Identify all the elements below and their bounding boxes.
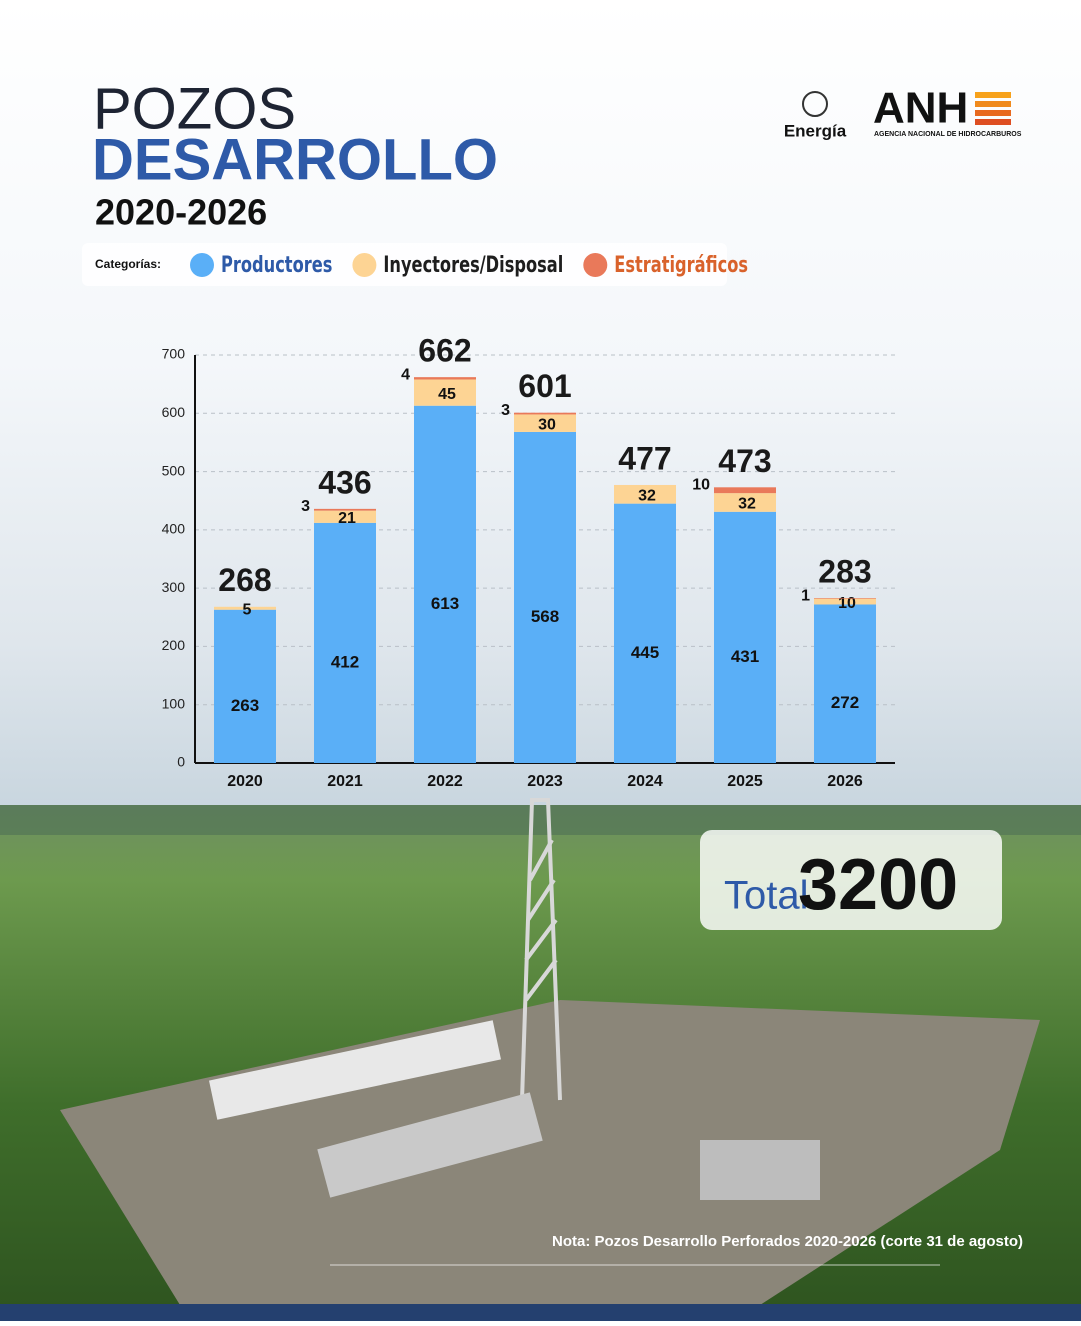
- value-label: 4: [401, 366, 410, 383]
- legend-entry: Estratigráficos: [614, 251, 748, 277]
- bar-segment: [214, 609, 276, 763]
- total-label: 473: [718, 443, 771, 479]
- bar-segment: [414, 377, 476, 380]
- value-label: 45: [438, 386, 456, 403]
- total-label: 477: [618, 440, 671, 476]
- bar-segment: [714, 493, 776, 512]
- x-tick-label: 2026: [827, 773, 863, 790]
- legend-swatch: [583, 253, 608, 277]
- note: Nota: Pozos Desarrollo Perforados 2020-2…: [552, 1233, 1023, 1250]
- total-label: 283: [818, 554, 871, 590]
- bar-segment: [414, 379, 476, 406]
- legend-box: [82, 243, 727, 286]
- value-label: 613: [431, 594, 459, 613]
- drilling-rig: [520, 798, 562, 1101]
- x-tick-label: 2022: [427, 773, 463, 790]
- y-tick-label: 100: [162, 695, 186, 711]
- y-tick-label: 600: [162, 404, 186, 420]
- value-label: 21: [338, 510, 356, 527]
- ministry-logo: Energía: [784, 121, 847, 140]
- x-tick-label: 2024: [627, 773, 663, 790]
- x-tick-label: 2025: [727, 773, 763, 790]
- legend-entry: Inyectores/Disposal: [383, 251, 563, 277]
- total-label: Total: [724, 874, 809, 918]
- x-tick-label: 2021: [327, 773, 363, 790]
- legend-entry: Productores: [221, 251, 332, 277]
- y-tick-label: 700: [162, 346, 186, 362]
- value-label: 412: [331, 652, 359, 671]
- agency-logo: ANH: [873, 84, 968, 133]
- bar-segment: [814, 598, 876, 605]
- bar-segment: [814, 604, 876, 763]
- bar-segment: [314, 522, 376, 763]
- total-label: 436: [318, 464, 371, 500]
- value-label: 32: [738, 496, 756, 513]
- bar-segment: [714, 511, 776, 763]
- title-line1: POZOS: [93, 76, 296, 141]
- value-label: 3: [501, 402, 510, 419]
- value-label: 568: [531, 607, 559, 626]
- period: 2020-2026: [95, 192, 267, 233]
- total-label: 268: [218, 562, 271, 598]
- value-label: 431: [731, 647, 759, 666]
- footer-bar: [0, 1304, 1081, 1321]
- total-box: [700, 830, 1002, 930]
- bar-segment: [514, 414, 576, 432]
- y-tick-label: 300: [162, 579, 186, 595]
- bar-segment: [814, 598, 876, 599]
- total-label: 601: [518, 368, 571, 404]
- y-tick-label: 0: [177, 754, 185, 770]
- value-label: 30: [538, 416, 556, 433]
- bar-segment: [614, 503, 676, 763]
- value-label: 10: [838, 595, 856, 612]
- agency-name: AGENCIA NACIONAL DE HIDROCARBUROS: [874, 131, 1022, 138]
- value-label: 10: [692, 477, 710, 494]
- value-label: 3: [301, 498, 310, 515]
- bar-segment: [714, 487, 776, 494]
- agency-stripes: [975, 92, 1011, 125]
- value-label: 263: [231, 696, 259, 715]
- x-tick-label: 2023: [527, 773, 563, 790]
- bar-segment: [614, 484, 676, 504]
- x-tick-label: 2020: [227, 773, 263, 790]
- bar-segment: [414, 405, 476, 763]
- y-tick-label: 400: [162, 521, 186, 537]
- value-label: 32: [638, 488, 656, 505]
- legend-swatch: [190, 253, 214, 277]
- bar-segment: [314, 508, 376, 511]
- ministry-emblem: [802, 91, 828, 117]
- legend-label: Categorías:: [95, 257, 161, 271]
- chart: 0100200300400500600700202026352682021412…: [162, 333, 895, 790]
- y-tick-label: 500: [162, 462, 186, 478]
- bar-segment: [214, 606, 276, 610]
- total-value: 3200: [798, 845, 958, 925]
- value-label: 445: [631, 643, 659, 662]
- title-line2: DESARROLLO: [92, 127, 498, 192]
- value-label: 1: [801, 587, 810, 604]
- total-label: 662: [418, 333, 471, 369]
- site-buildings: [209, 1020, 820, 1200]
- legend-swatch: [352, 253, 377, 277]
- bar-segment: [314, 510, 376, 523]
- bar-segment: [514, 412, 576, 415]
- y-tick-label: 200: [162, 637, 186, 653]
- bar-segment: [514, 431, 576, 763]
- value-label: 5: [243, 601, 252, 618]
- value-label: 272: [831, 693, 859, 712]
